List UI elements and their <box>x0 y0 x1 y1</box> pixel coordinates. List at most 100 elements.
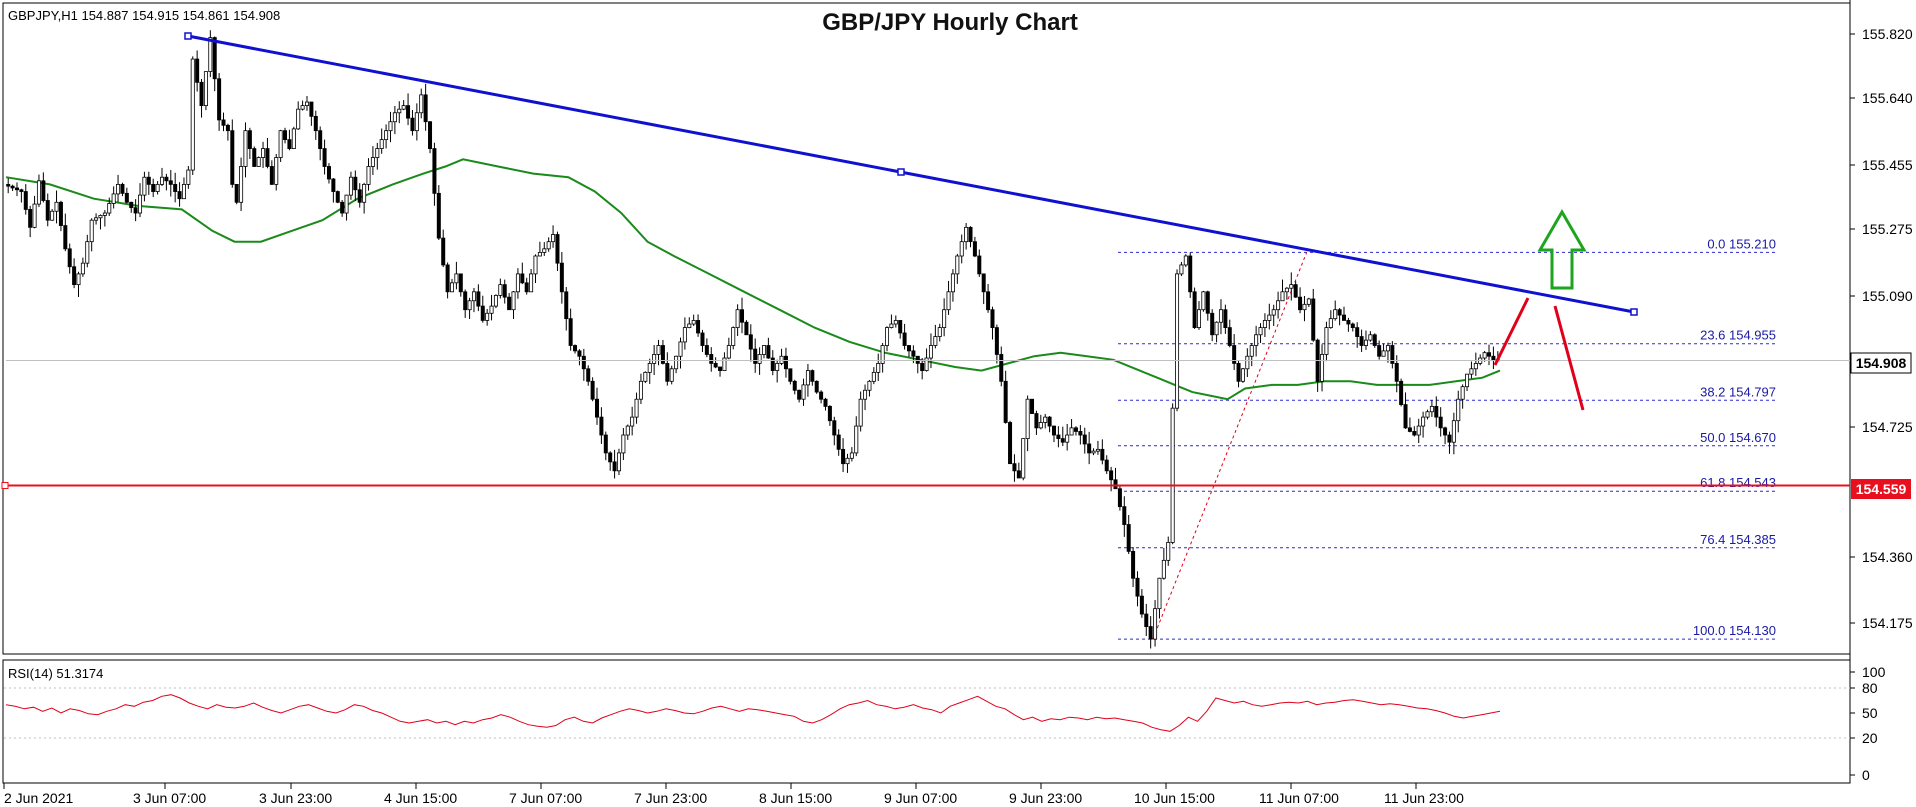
candle-body <box>138 194 143 214</box>
candle <box>203 71 208 111</box>
candle <box>195 50 200 92</box>
candle-body <box>203 71 208 107</box>
candle <box>1161 547 1166 580</box>
candle-body <box>1012 463 1017 472</box>
candle-body <box>1267 314 1272 321</box>
candle-body <box>28 209 33 228</box>
candle <box>164 173 169 191</box>
candle-body <box>612 461 617 472</box>
candle-body <box>959 241 964 257</box>
candle-body <box>1135 577 1140 597</box>
candle <box>1482 350 1487 362</box>
candle <box>67 243 72 274</box>
candle <box>555 231 560 272</box>
candle-body <box>1381 350 1386 357</box>
candle <box>80 257 85 277</box>
candle <box>599 407 604 444</box>
candle-body <box>1030 398 1035 414</box>
candle-body <box>234 183 239 203</box>
candle-body <box>1473 363 1478 370</box>
candle-body <box>1197 309 1202 329</box>
candle <box>775 359 780 383</box>
candle <box>252 146 257 167</box>
candle-body <box>318 130 323 149</box>
candle-body <box>889 323 894 329</box>
candle <box>1056 426 1061 448</box>
candle-body <box>423 94 428 123</box>
candle <box>669 365 674 385</box>
candle-body <box>6 183 11 187</box>
candle-body <box>1240 368 1245 382</box>
candle <box>1298 287 1303 314</box>
candle-body <box>85 241 90 264</box>
candle <box>173 172 178 203</box>
candle <box>792 379 797 395</box>
candle-body <box>458 273 463 293</box>
candle-body <box>436 192 441 239</box>
candle-body <box>885 327 890 346</box>
lines-layer <box>1 32 1850 490</box>
candle-body <box>1320 354 1325 382</box>
candle-body <box>1003 380 1008 423</box>
candle <box>480 295 485 323</box>
candle-body <box>1447 434 1452 443</box>
fib-label-2: 38.2 154.797 <box>1700 384 1776 399</box>
candle-body <box>1355 327 1360 337</box>
candle-body <box>1385 345 1390 352</box>
candle-body <box>454 273 459 284</box>
candle <box>674 355 679 374</box>
candle-body <box>608 452 613 463</box>
candle-body <box>1399 380 1404 405</box>
candle <box>1280 279 1285 302</box>
candle-body <box>1175 273 1180 409</box>
chart-title: GBP/JPY Hourly Chart <box>822 9 1078 36</box>
candle-body <box>915 355 920 364</box>
candle-body <box>1363 339 1368 346</box>
candle-body <box>1095 448 1100 452</box>
candle-body <box>225 124 230 132</box>
candle <box>863 384 868 411</box>
candle-body <box>1293 284 1298 298</box>
candle <box>107 197 112 216</box>
candle-body <box>406 105 411 119</box>
candle <box>893 315 898 328</box>
candle-body <box>507 296 512 311</box>
moving-average-line <box>5 158 1501 401</box>
candle-body <box>753 348 758 364</box>
rsi-frame <box>2 659 1851 784</box>
candle <box>318 126 323 161</box>
candle-body <box>392 112 397 123</box>
candle <box>915 355 920 374</box>
candle-body <box>221 119 226 126</box>
candle-body <box>1060 438 1065 443</box>
candle-body <box>775 363 780 371</box>
candle-body <box>1104 459 1109 472</box>
candle-body <box>397 108 402 114</box>
candle-body <box>1056 434 1061 440</box>
candle <box>32 195 37 229</box>
candle <box>1218 299 1223 335</box>
candle-body <box>1425 411 1430 418</box>
candle-body <box>616 452 621 472</box>
candle <box>687 317 692 329</box>
candle-body <box>1069 427 1074 436</box>
candle <box>1399 378 1404 407</box>
candle-body <box>252 148 257 167</box>
candle <box>502 279 507 304</box>
candle-body <box>476 291 481 307</box>
candle <box>823 397 828 411</box>
candle-body <box>94 217 99 221</box>
candle-body <box>1372 334 1377 346</box>
candle <box>423 83 428 131</box>
candle <box>36 174 41 208</box>
x-tick-label-0: 2 Jun 2021 <box>4 790 73 806</box>
candle <box>1021 438 1026 481</box>
candle-body <box>994 327 999 355</box>
candle <box>603 431 608 461</box>
candle-body <box>814 380 819 393</box>
candle <box>287 129 292 151</box>
candle <box>1407 417 1412 433</box>
candle-body <box>858 398 863 427</box>
candle <box>616 448 621 476</box>
candle-body <box>968 226 973 243</box>
